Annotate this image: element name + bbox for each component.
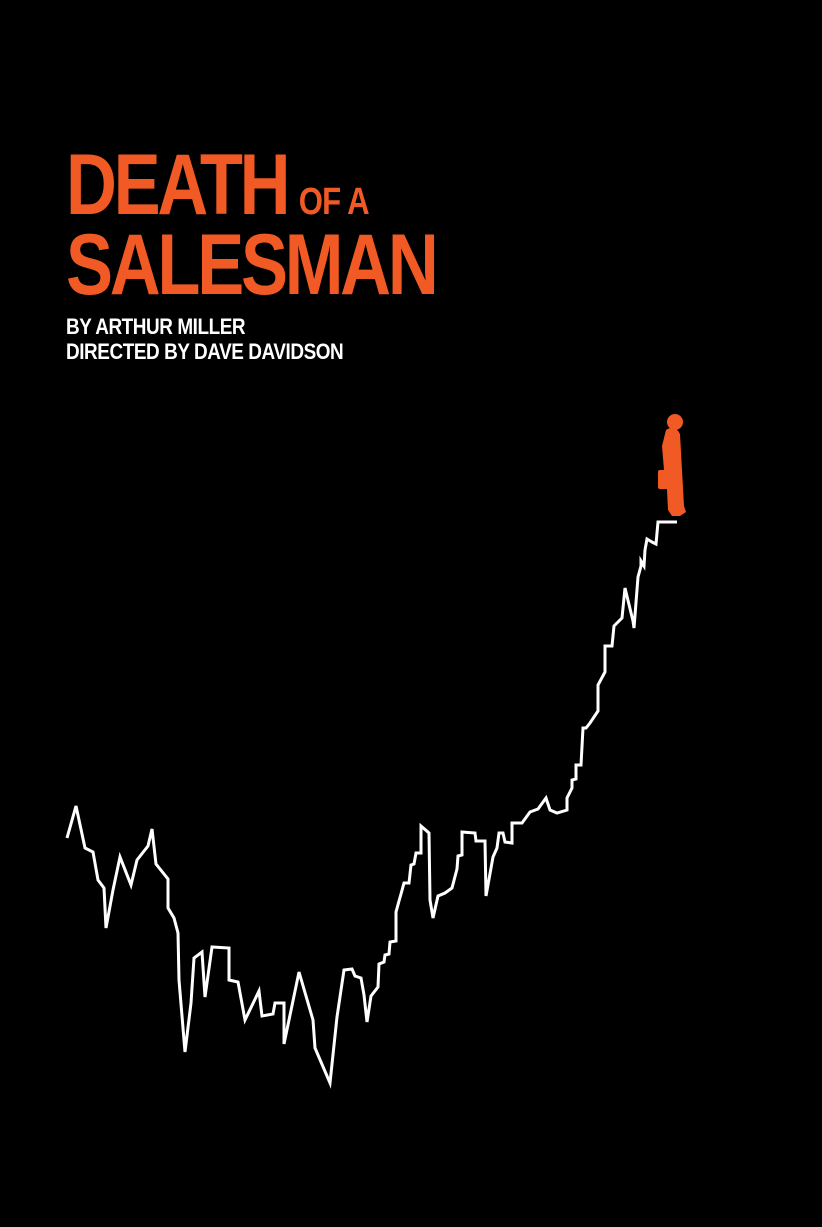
title-word-death: DEATH: [66, 137, 291, 233]
title-word-salesman: SALESMAN: [66, 217, 439, 313]
director-credit: DIRECTED BY DAVE DAVIDSON: [66, 339, 344, 365]
title-word-of-a: OF A: [298, 181, 370, 223]
figure-head: [667, 414, 683, 430]
briefcase-icon: [658, 470, 682, 489]
salesman-figure-icon: [658, 414, 686, 516]
stock-line: [65, 520, 677, 1089]
title-line-1: DEATH OF A: [66, 142, 435, 228]
author-credit: BY ARTHUR MILLER: [66, 314, 246, 339]
title-block: DEATH OF A SALESMAN BY ARTHUR MILLER DIRE…: [66, 142, 517, 365]
